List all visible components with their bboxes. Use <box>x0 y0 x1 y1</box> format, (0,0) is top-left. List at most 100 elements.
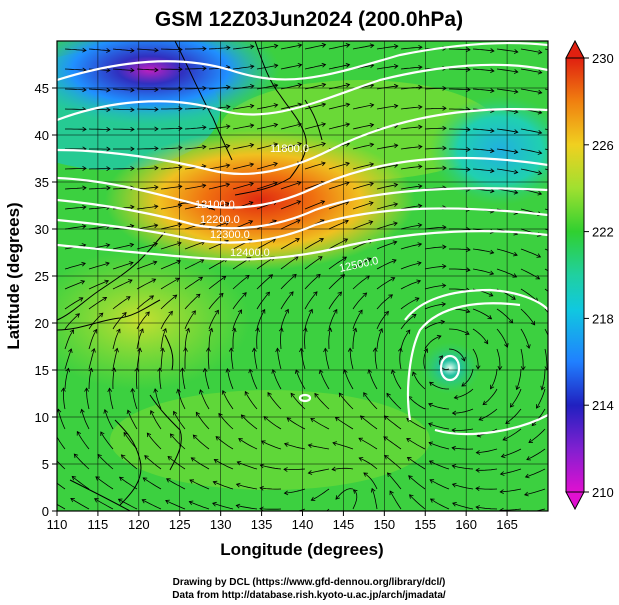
streamline-arrow <box>80 280 86 285</box>
streamline <box>308 468 330 474</box>
streamline-arrow <box>323 347 328 353</box>
streamline <box>311 488 330 501</box>
streamline <box>232 182 254 190</box>
x-tick-label: 110 <box>47 517 68 532</box>
streamline <box>112 108 135 111</box>
streamline <box>360 415 378 430</box>
streamline <box>376 164 398 170</box>
streamline <box>208 328 213 350</box>
streamline-arrow <box>429 479 435 484</box>
streamline <box>516 368 522 390</box>
streamline <box>534 508 546 511</box>
streamline <box>160 260 181 270</box>
streamline-arrow <box>275 347 281 353</box>
streamline <box>452 428 474 431</box>
streamline <box>100 431 114 450</box>
streamline <box>64 368 69 390</box>
streamline <box>109 388 114 410</box>
streamline <box>256 309 266 330</box>
streamline <box>449 48 471 51</box>
streamline <box>449 88 471 91</box>
streamline <box>244 391 258 410</box>
streamline <box>232 46 254 50</box>
streamline <box>368 369 378 390</box>
streamline-arrow <box>198 276 204 281</box>
streamline-arrow <box>80 408 85 414</box>
streamline <box>376 311 389 330</box>
streamline <box>400 106 422 110</box>
streamline-arrow <box>88 367 94 373</box>
streamline-arrow <box>428 402 433 408</box>
streamline <box>261 440 282 450</box>
streamline-arrow <box>549 345 553 349</box>
streamline-arrow <box>416 279 422 285</box>
streamline-arrow <box>218 412 223 418</box>
streamline <box>476 506 498 510</box>
streamline-arrow <box>106 127 111 132</box>
streamline <box>328 291 342 310</box>
streamline-arrow <box>214 309 219 315</box>
streamline-arrow <box>490 168 495 174</box>
x-tick-label: 120 <box>128 517 150 532</box>
colorbar-tick-label: 210 <box>592 485 614 500</box>
streamline-arrow <box>466 127 471 132</box>
streamline <box>376 222 398 230</box>
contour-label-11800: 11800.0 <box>270 143 309 155</box>
streamline <box>358 437 378 450</box>
streamline <box>280 309 289 330</box>
streamline-arrow <box>189 479 195 484</box>
streamline <box>475 487 498 490</box>
streamline <box>136 205 158 210</box>
streamline-arrow <box>199 389 204 394</box>
streamline <box>400 166 422 170</box>
streamline-arrow <box>345 102 351 108</box>
streamline-arrow <box>429 381 434 387</box>
streamline <box>500 508 522 511</box>
streamline <box>536 388 546 409</box>
streamline <box>520 248 541 258</box>
streamline <box>256 124 278 130</box>
streamline-arrow <box>344 219 349 225</box>
streamline-arrow <box>183 347 188 352</box>
streamline-arrow <box>359 415 365 420</box>
x-tick-label: 155 <box>414 517 436 532</box>
streamline-arrow <box>554 322 558 326</box>
streamline-arrow <box>302 327 308 332</box>
streamline <box>424 246 446 250</box>
streamline <box>191 457 210 470</box>
streamline <box>472 68 494 72</box>
streamline <box>184 107 207 110</box>
streamline-arrow <box>537 130 543 135</box>
streamline-arrow <box>154 146 159 151</box>
colorbar-tick-label: 226 <box>592 138 614 153</box>
streamline <box>160 185 182 190</box>
streamline-arrow <box>562 50 566 54</box>
streamline-arrow <box>75 313 80 318</box>
streamline-arrow <box>417 261 422 266</box>
colorbar-top-arrow <box>565 39 585 59</box>
y-tick-label: 25 <box>35 269 49 284</box>
streamline-arrow <box>226 45 231 51</box>
streamline <box>387 472 402 490</box>
streamline-arrow <box>393 44 399 49</box>
streamline-arrow <box>366 257 372 262</box>
streamline <box>184 310 196 330</box>
streamline-arrow <box>118 476 124 482</box>
streamline <box>352 221 373 230</box>
streamline <box>424 87 447 90</box>
streamline <box>352 309 363 330</box>
streamline <box>160 223 182 230</box>
streamline-arrow <box>71 475 77 481</box>
streamline-arrow <box>321 42 327 48</box>
streamline-arrow <box>153 204 159 210</box>
streamline <box>94 498 114 510</box>
streamline-arrow <box>103 408 109 414</box>
streamline <box>324 348 330 370</box>
streamline-arrow <box>154 87 159 93</box>
streamline <box>430 498 450 510</box>
streamline-arrow <box>418 104 423 110</box>
streamline <box>429 381 449 390</box>
streamline-arrow <box>225 368 231 373</box>
streamline-arrow <box>260 440 266 445</box>
streamline-arrow <box>190 457 196 462</box>
